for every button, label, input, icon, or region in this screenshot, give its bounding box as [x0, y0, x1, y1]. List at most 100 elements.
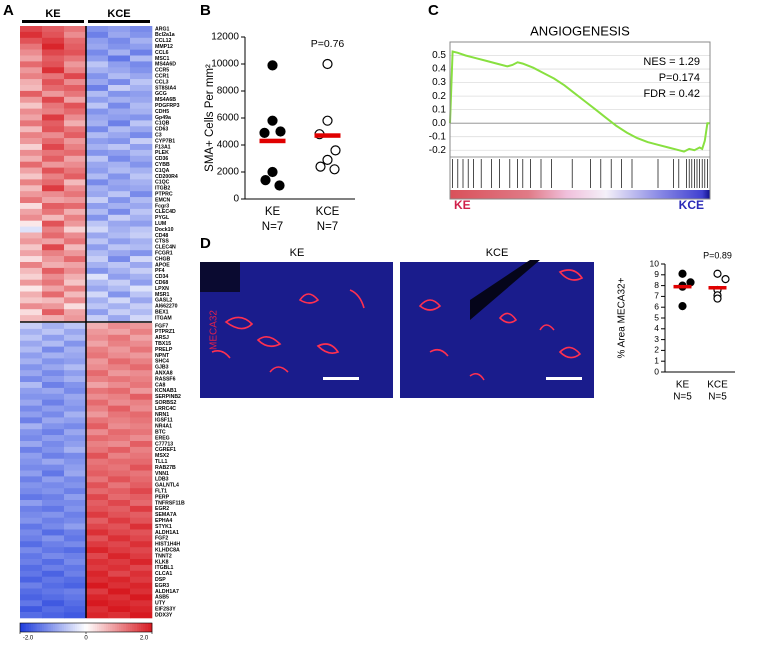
heatmap-cell	[64, 31, 87, 39]
heatmap-cell	[64, 238, 87, 245]
micrograph-kce	[400, 260, 594, 398]
gene-label: CLEC4D	[155, 209, 176, 215]
data-point	[259, 127, 270, 138]
heatmap-cell	[42, 73, 65, 80]
heatmap-cell	[86, 297, 109, 304]
panel-letter: D	[200, 235, 211, 252]
data-point	[322, 154, 333, 165]
heatmap-cell	[86, 309, 109, 316]
heatmap-cell	[130, 446, 153, 454]
heatmap-cell	[20, 138, 43, 145]
heatmap-cell	[108, 144, 131, 151]
heatmap-cell	[130, 594, 153, 601]
data-point	[322, 58, 333, 70]
heatmap-cell	[20, 232, 43, 239]
heatmap-cell	[108, 37, 131, 44]
heatmap-cell	[130, 476, 153, 483]
heatmap-cell	[42, 315, 65, 322]
plot-frame	[449, 41, 711, 200]
heatmap-cell	[130, 405, 153, 412]
heatmap-cell	[86, 505, 109, 513]
heatmap-cell	[20, 262, 43, 269]
gene-label: IGSF11	[155, 418, 173, 424]
y-tick-label: 6000	[217, 113, 240, 124]
heatmap-cell	[64, 138, 87, 145]
mean-bar	[673, 284, 692, 289]
heatmap-cell	[108, 108, 131, 115]
heatmap-cell	[42, 291, 65, 298]
heatmap-cell	[108, 226, 131, 233]
heatmap-cell	[108, 244, 131, 251]
heatmap-cell	[130, 570, 153, 577]
gene-label: ST8SIA4	[155, 85, 176, 91]
heatmap-cell	[42, 96, 65, 103]
heatmap-cell	[64, 488, 87, 495]
heatmap-cell	[20, 505, 43, 513]
heatmap-cell	[42, 405, 65, 412]
heatmap-cell	[130, 279, 153, 286]
gene-label: STYK1	[155, 524, 172, 530]
heatmap-cell	[130, 529, 153, 536]
heatmap-cell	[42, 220, 65, 227]
gene-label: PRELP	[155, 347, 173, 353]
heatmap-cell	[86, 49, 109, 56]
heatmap-cell	[108, 423, 131, 430]
heatmap-cell	[64, 161, 87, 168]
heatmap-cell	[108, 370, 131, 377]
heatmap-cell	[20, 297, 43, 304]
y-tick-label: 4000	[217, 140, 240, 151]
heatmap-cell	[64, 197, 87, 204]
heatmap-cell	[42, 173, 65, 180]
heatmap-cell	[64, 358, 87, 365]
gene-label: TNFRSF11B	[155, 500, 185, 506]
heatmap-cell	[86, 476, 109, 483]
heatmap-cell	[42, 238, 65, 245]
heatmap-cell	[42, 328, 65, 336]
gene-label: ITGB2	[155, 186, 170, 192]
heatmap-cell	[64, 446, 87, 454]
heatmap-cell	[130, 96, 153, 103]
heatmap-cell	[42, 167, 65, 174]
heatmap-cell	[86, 67, 109, 74]
heatmap-cell	[86, 102, 109, 109]
y-tick-label: 3	[654, 334, 659, 344]
heatmap-cell	[130, 488, 153, 495]
heatmap-cell	[130, 149, 153, 157]
colorbar-step	[70, 623, 74, 632]
heatmap-cell	[108, 529, 131, 536]
gene-label: ANXA8	[155, 371, 173, 377]
heatmap-cell	[64, 452, 87, 459]
colorbar-step	[90, 623, 93, 632]
heatmap-cell	[42, 256, 65, 263]
heatmap-cell	[86, 267, 109, 275]
heatmap-cell	[130, 334, 153, 341]
gene-label: CA8	[155, 382, 165, 388]
heatmap-cell	[108, 273, 131, 280]
heatmap-cell	[130, 250, 153, 257]
heatmap-cell	[86, 31, 109, 39]
colorbar-step	[61, 623, 65, 632]
heatmap-cell	[64, 482, 87, 489]
panel-letter: C	[428, 2, 439, 19]
heatmap-cell	[108, 31, 131, 39]
heatmap-cell	[20, 411, 43, 418]
heatmap-cell	[64, 476, 87, 483]
gene-label: KCNAB1	[155, 388, 177, 394]
heatmap-cell	[108, 470, 131, 477]
heatmap-cell	[130, 138, 153, 145]
heatmap-cell	[20, 382, 43, 389]
y-tick-label: 8000	[217, 86, 240, 97]
heatmap-cell	[64, 464, 87, 471]
heatmap-cell	[130, 43, 153, 50]
stain-label: MECA32	[209, 310, 220, 350]
heatmap-cell	[130, 179, 153, 186]
colorbar-step	[39, 623, 43, 632]
heatmap-cell	[86, 588, 109, 595]
heatmap-cell	[42, 376, 65, 383]
heatmap-cell	[108, 297, 131, 304]
heatmap-cell	[42, 364, 65, 371]
data-point	[315, 161, 326, 172]
heatmap-cell	[64, 364, 87, 371]
heatmap-cell	[20, 435, 43, 442]
heatmap-cell	[20, 441, 43, 448]
